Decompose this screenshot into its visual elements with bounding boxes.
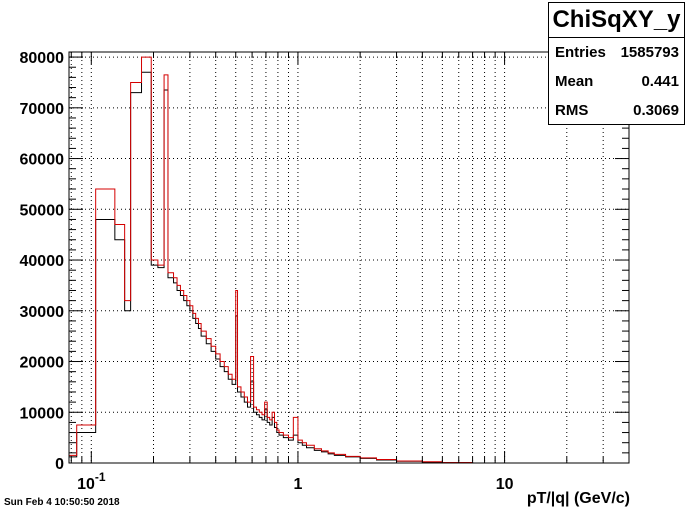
stats-row-rms: RMS 0.3069 bbox=[549, 96, 684, 125]
timestamp: Sun Feb 4 10:50:50 2018 bbox=[4, 497, 120, 508]
y-tick-label: 60000 bbox=[20, 152, 65, 169]
stats-row-entries: Entries 1585793 bbox=[549, 38, 684, 67]
stats-label: Mean bbox=[555, 73, 594, 90]
grid-layer bbox=[69, 52, 630, 464]
stats-value: 0.3069 bbox=[633, 102, 679, 119]
histogram-black-series bbox=[69, 71, 629, 464]
stats-label: RMS bbox=[555, 102, 589, 119]
x-tick-label: 10-1 bbox=[77, 470, 106, 493]
y-tick-label: 80000 bbox=[20, 50, 65, 67]
stats-value: 0.441 bbox=[641, 73, 679, 90]
x-tick-label: 1 bbox=[293, 476, 302, 493]
y-tick-label: 20000 bbox=[20, 355, 65, 372]
x-axis-label: pT/|q| (GeV/c) bbox=[527, 490, 630, 507]
y-tick-label: 40000 bbox=[20, 253, 65, 270]
stats-value: 1585793 bbox=[620, 44, 679, 61]
y-tick-label: 30000 bbox=[20, 304, 65, 321]
stats-title: ChiSqXY_y bbox=[549, 3, 684, 38]
y-tick-label: 70000 bbox=[20, 101, 65, 118]
histogram-red-series bbox=[69, 56, 629, 464]
histogram-layer bbox=[69, 56, 629, 464]
stats-label: Entries bbox=[555, 44, 606, 61]
y-tick-label: 50000 bbox=[20, 202, 65, 219]
axis-layer: 0 10000 20000 30000 40000 50000 60000 70000 8000… bbox=[20, 50, 630, 493]
x-tick-label: 10 bbox=[496, 476, 514, 493]
plot-frame bbox=[68, 51, 630, 464]
stats-row-mean: Mean 0.441 bbox=[549, 67, 684, 96]
stats-box: ChiSqXY_y Entries 1585793 Mean 0.441 RMS… bbox=[548, 2, 685, 125]
y-tick-label: 0 bbox=[55, 456, 64, 473]
y-tick-label: 10000 bbox=[20, 405, 65, 422]
